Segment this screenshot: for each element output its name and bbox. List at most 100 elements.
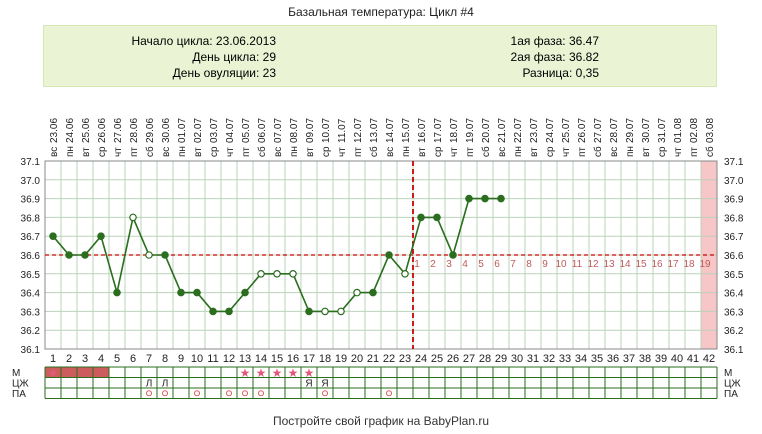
- day-number: 22: [383, 353, 395, 365]
- weekday-label: чт: [673, 147, 684, 157]
- date-label: 07.07: [273, 118, 284, 143]
- day-number: 10: [191, 353, 203, 365]
- date-label: 01.07: [177, 118, 188, 143]
- weekday-label: ср: [657, 146, 668, 157]
- date-label: 31.07: [657, 118, 668, 143]
- weekday-label: чт: [449, 147, 460, 157]
- date-label: 19.07: [465, 118, 476, 143]
- weekday-label: вт: [641, 147, 652, 157]
- temperature-point: [369, 288, 377, 297]
- date-label: 21.07: [497, 118, 508, 143]
- weekday-label: чт: [113, 147, 124, 157]
- temperature-point: [273, 269, 281, 278]
- day-number: 33: [559, 353, 571, 365]
- chart-title: Базальная температура: Цикл #4: [288, 5, 474, 19]
- weekday-label: сб: [144, 146, 156, 157]
- day-number: 32: [543, 353, 555, 365]
- date-label: 01.08: [673, 118, 684, 143]
- intercourse-mark: [258, 390, 264, 397]
- day-number: 21: [367, 353, 379, 365]
- day-number: 16: [287, 353, 299, 365]
- date-label: 02.08: [689, 118, 700, 143]
- phase-difference: Разница: 0,35: [522, 66, 599, 80]
- phase2-average: 2ая фаза: 36.82: [510, 50, 599, 64]
- temperature-point: [305, 307, 313, 316]
- day-number: 42: [703, 353, 715, 365]
- temperature-point: [465, 194, 473, 203]
- temperature-point: [401, 269, 409, 278]
- weekday-label: чт: [225, 147, 236, 157]
- y-tick-label-left: 36.9: [21, 195, 41, 206]
- weekday-label: сб: [704, 146, 716, 157]
- day-number: 2: [66, 353, 72, 365]
- day-number: 3: [82, 353, 88, 365]
- intercourse-mark: [162, 390, 168, 397]
- day-number: 18: [319, 353, 331, 365]
- y-tick-label-right: 36.5: [724, 270, 744, 281]
- mucus-mark: Л: [162, 379, 169, 390]
- date-label: 25.06: [81, 118, 92, 143]
- day-number: 15: [271, 353, 283, 365]
- cycle-day: День цикла: 29: [192, 50, 276, 64]
- weekday-label: сб: [480, 146, 492, 157]
- temperature-point: [65, 251, 73, 259]
- luteal-day-label: 18: [683, 259, 695, 270]
- luteal-day-label: 5: [478, 259, 484, 270]
- temperature-point: [353, 288, 361, 297]
- cycle-info-right: 1ая фаза: 36.47 2ая фаза: 36.82 Разница:…: [449, 33, 599, 81]
- phase1-average: 1ая фаза: 36.47: [510, 34, 599, 48]
- weekday-label: ср: [433, 146, 444, 157]
- temperature-point: [161, 251, 169, 259]
- weekday-label: вс: [609, 147, 620, 157]
- date-label: 24.07: [545, 118, 556, 143]
- day-number: 40: [671, 353, 683, 365]
- footer-link[interactable]: Постройте свой график на BabyPlan.ru: [272, 414, 490, 428]
- day-number: 30: [511, 353, 523, 365]
- y-tick-label-right: 36.7: [724, 232, 744, 243]
- intercourse-mark: [226, 390, 232, 397]
- date-label: 23.07: [529, 118, 540, 143]
- luteal-day-label: 1: [414, 259, 420, 270]
- day-number: 1: [50, 353, 56, 365]
- date-label: 26.07: [577, 118, 588, 143]
- date-label: 25.07: [561, 118, 572, 143]
- date-label: 26.06: [97, 118, 108, 143]
- mucus-mark: Я: [321, 379, 328, 390]
- day-number: 28: [479, 353, 491, 365]
- weekday-label: вс: [273, 147, 284, 157]
- weekday-label: вт: [417, 147, 428, 157]
- luteal-day-label: 15: [635, 259, 647, 270]
- luteal-day-label: 19: [699, 259, 711, 270]
- luteal-day-label: 11: [572, 259, 583, 270]
- y-tick-label-right: 36.3: [724, 307, 744, 318]
- temperature-point: [145, 251, 153, 259]
- row-label-right: М: [724, 368, 732, 379]
- temperature-point: [337, 307, 345, 316]
- y-tick-label-left: 36.3: [21, 307, 41, 318]
- weekday-label: вт: [305, 147, 316, 157]
- temperature-point: [385, 251, 393, 259]
- date-label: 29.07: [625, 118, 636, 143]
- temperature-point: [321, 307, 329, 316]
- marker-star: ★: [304, 366, 315, 380]
- intercourse-mark: [322, 390, 328, 397]
- y-tick-label-right: 36.1: [724, 345, 744, 356]
- day-number: 26: [447, 353, 459, 365]
- date-label: 30.06: [161, 118, 172, 143]
- weekday-label: вт: [529, 147, 540, 157]
- intercourse-mark: [242, 390, 248, 397]
- row-label-right: ЦЖ: [724, 379, 741, 390]
- date-label: 27.07: [593, 118, 604, 143]
- weekday-label: пт: [689, 147, 700, 157]
- temperature-point: [433, 213, 441, 222]
- temperature-point: [417, 213, 425, 222]
- luteal-day-label: 16: [651, 259, 663, 270]
- luteal-day-label: 2: [430, 259, 436, 270]
- weekday-label: вт: [193, 147, 204, 157]
- y-tick-label-right: 37.0: [724, 176, 744, 187]
- date-label: 16.07: [417, 118, 428, 143]
- temperature-point: [193, 288, 201, 297]
- day-number: 5: [114, 353, 120, 365]
- weekday-label: пн: [289, 146, 300, 157]
- day-number: 35: [591, 353, 603, 365]
